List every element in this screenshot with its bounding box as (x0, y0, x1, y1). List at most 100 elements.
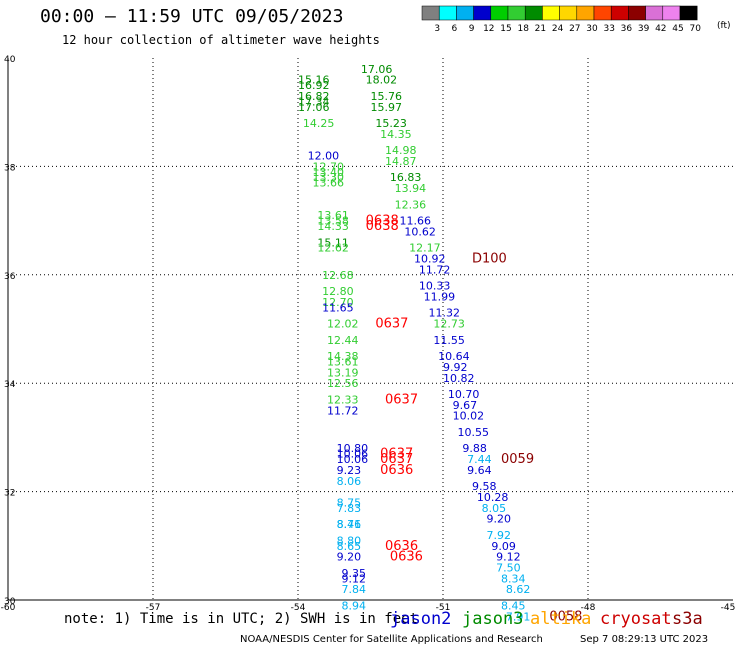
y-tick-label: 30 (4, 597, 16, 607)
y-tick-label: 38 (4, 163, 16, 173)
wave-height-label: 13.61 (327, 356, 359, 369)
wave-height-label: 12.80 (322, 285, 354, 298)
time-label: 0638 (366, 219, 399, 234)
wave-height-labels: 17.0618.0215.1616.9215.7616.8217.3417.06… (298, 63, 582, 624)
colorbar-swatch (610, 5, 629, 21)
wave-height-label: 8.46 (337, 518, 362, 531)
wave-height-label: 13.40 (313, 166, 345, 179)
colorbar-tick-label: 18 (517, 24, 529, 34)
wave-height-label: 11.55 (433, 334, 465, 347)
wave-height-label: 8.94 (342, 599, 367, 612)
wave-height-label: 7.91 (506, 610, 531, 623)
colorbar-tick-label: 30 (586, 24, 598, 34)
wave-height-label: 10.70 (448, 388, 480, 401)
time-label: D100 (472, 252, 507, 267)
colorbar-swatch (593, 5, 612, 21)
colorbar-swatch (507, 5, 526, 21)
wave-height-label: 13.94 (395, 182, 427, 195)
wave-height-label: 12.62 (317, 242, 349, 255)
wave-height-label: 16.82 (298, 90, 330, 103)
wave-height-label: 16.92 (298, 79, 330, 92)
wave-height-label: 11.32 (429, 307, 461, 320)
wave-height-label: 9.12 (342, 572, 367, 585)
x-tick-labels: -60 -57 -54 -51 -48 -45 (1, 603, 736, 613)
timestamp-text: Sep 7 08:29:13 UTC 2023 (580, 634, 709, 645)
x-tick-label: -51 (436, 603, 451, 613)
colorbar-tick-label: 33 (603, 24, 614, 34)
colorbar: 3 6 9 12 15 18 21 24 27 30 33 36 39 42 45 70 (421, 5, 701, 34)
wave-height-label: 8.71 (337, 518, 362, 531)
wave-height-label: 15.23 (375, 117, 407, 130)
wave-height-label: 8.62 (506, 583, 531, 596)
colorbar-swatch (576, 5, 595, 21)
wave-height-label: 13.58 (317, 215, 349, 228)
wave-height-label: 8.80 (337, 534, 362, 547)
wave-height-label: 17.34 (298, 95, 330, 108)
wave-height-label: 7.83 (337, 502, 362, 515)
colorbar-tick-label: 9 (469, 24, 475, 34)
wave-height-label: 9.88 (462, 442, 487, 455)
wave-height-label: 16.83 (390, 171, 422, 184)
colorbar-tick-label: 21 (535, 24, 546, 34)
colorbar-tick-label: 42 (655, 24, 666, 34)
wave-height-label: 9.09 (491, 540, 516, 553)
colorbar-tick-label: 70 (689, 24, 701, 34)
wave-height-label: 10.06 (337, 448, 369, 461)
colorbar-tick-label: 39 (638, 24, 650, 34)
colorbar-swatch (473, 5, 492, 21)
y-tick-label: 32 (4, 489, 15, 499)
wave-height-label: 15.11 (317, 236, 349, 249)
legend-cryosat: cryosat (600, 609, 672, 629)
x-tick-label: -48 (581, 603, 596, 613)
wave-height-label: 10.92 (414, 253, 446, 266)
wave-height-label: 9.58 (472, 480, 497, 493)
time-label: 0636 (390, 550, 423, 565)
wave-height-label: 12.70 (322, 296, 354, 309)
wave-height-label: 9.35 (342, 567, 367, 580)
wave-height-label: 12.02 (327, 318, 359, 331)
wave-height-label: 11.72 (327, 404, 359, 417)
colorbar-swatch (645, 5, 664, 21)
wave-height-label: 8.05 (482, 502, 507, 515)
wave-height-label: 8.45 (501, 599, 526, 612)
x-tick-label: -54 (291, 603, 306, 613)
wave-height-label: 7.50 (496, 561, 520, 574)
colorbar-swatch (456, 5, 474, 21)
wave-height-label: 12.00 (308, 150, 340, 163)
time-label: 0637 (375, 317, 408, 332)
wave-height-label: 14.98 (385, 144, 417, 157)
colorbar-swatch (542, 5, 560, 21)
wave-height-label: 17.06 (298, 101, 330, 114)
wave-height-label: 13.66 (313, 177, 345, 190)
time-label: 0636 (380, 463, 413, 478)
wave-height-label: 7.84 (342, 583, 367, 596)
wave-height-label: 9.67 (453, 399, 478, 412)
y-tick-label: 36 (4, 272, 16, 282)
wave-height-label: 14.33 (317, 220, 349, 233)
time-label: 0636 (385, 539, 418, 554)
time-label: 0638 (366, 214, 399, 229)
colorbar-swatch (628, 5, 646, 21)
wave-height-label: 11.99 (424, 290, 456, 303)
colorbar-swatch (490, 5, 509, 21)
credit-text: NOAA/NESDIS Center for Satellite Applica… (240, 634, 543, 645)
wave-height-label: 10.55 (458, 426, 490, 439)
wave-height-label: 10.06 (337, 453, 369, 466)
wave-height-label: 17.06 (361, 63, 393, 76)
wave-height-label: 12.70 (313, 160, 345, 173)
wave-height-label: 8.65 (337, 540, 362, 553)
wave-height-label: 9.20 (487, 513, 512, 526)
colorbar-tick-label: 15 (500, 24, 511, 34)
wave-height-label: 15.97 (371, 101, 403, 114)
wave-height-label: 12.17 (409, 242, 441, 255)
time-label: 0059 (501, 452, 534, 467)
y-tick-label: 40 (4, 55, 16, 65)
wave-height-label: 7.44 (467, 453, 492, 466)
wave-height-label: 8.34 (501, 572, 526, 585)
time-label: 0058 (549, 609, 582, 624)
colorbar-tick-label: 27 (569, 24, 580, 34)
colorbar-swatch (559, 5, 578, 21)
plot-frame (7, 58, 733, 601)
colorbar-tick-label: 36 (621, 24, 633, 34)
